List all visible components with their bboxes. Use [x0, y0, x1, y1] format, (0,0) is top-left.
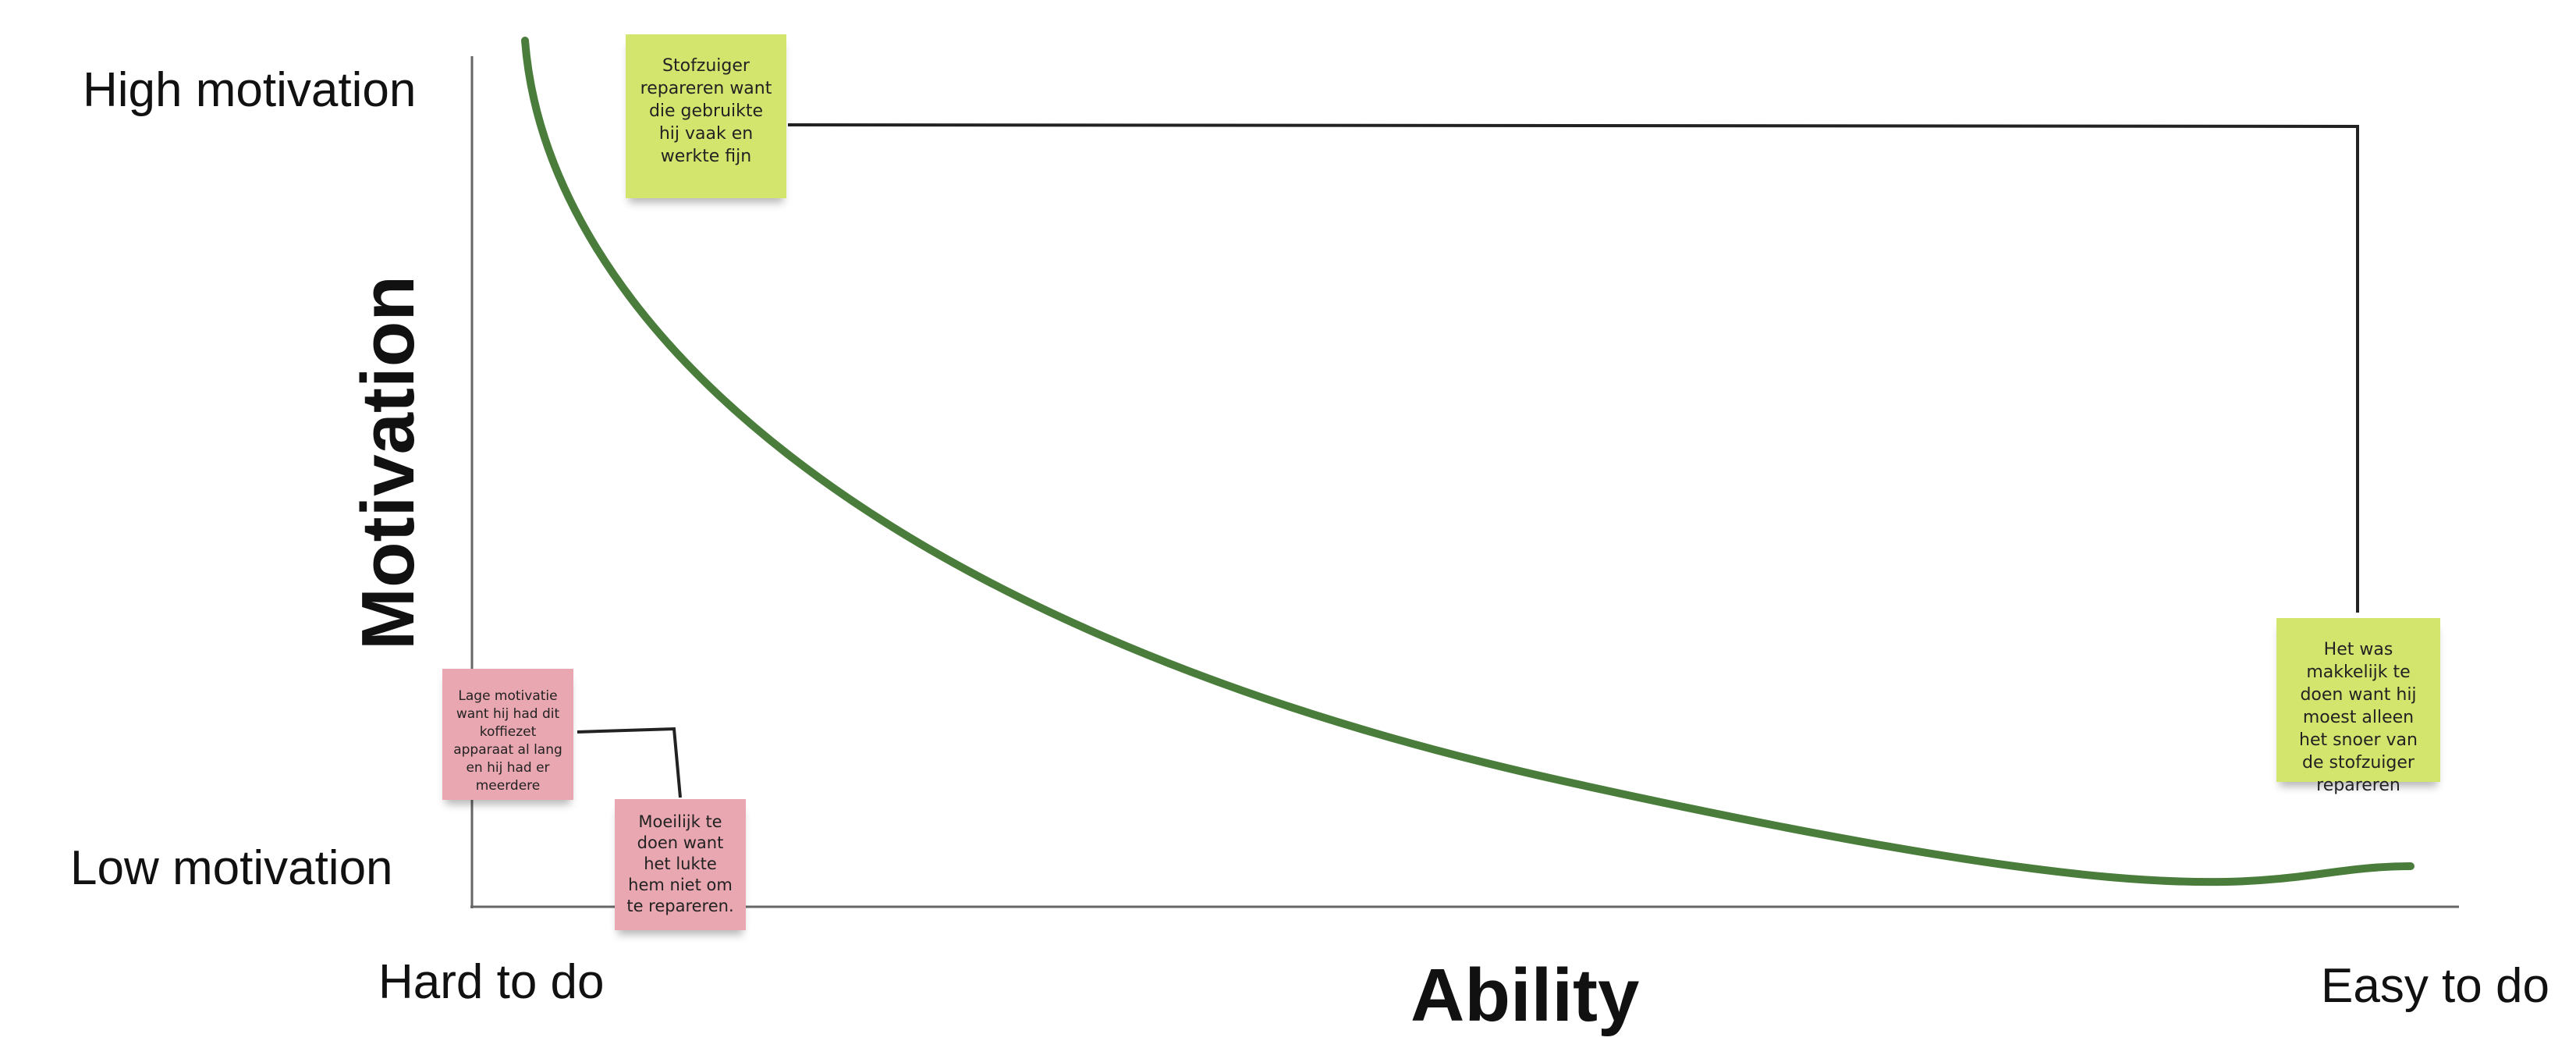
y-axis-title: Motivation	[346, 275, 430, 650]
action-line-curve	[521, 37, 2415, 886]
sticky-note-text: Moeilijk te doen want het lukte hem niet…	[626, 812, 734, 915]
x-high-label: Easy to do	[2321, 959, 2549, 1013]
sticky-note-text: Stofzuiger repareren want die gebruikte …	[640, 56, 772, 166]
x-axis-title: Ability	[1410, 954, 1640, 1037]
sticky-note-text: Het was makkelijk te doen want hij moest…	[2299, 640, 2418, 795]
y-high-label: High motivation	[83, 63, 417, 117]
sticky-note-green-top[interactable]: Stofzuiger repareren want die gebruikte …	[626, 34, 786, 198]
connector-green	[787, 123, 2359, 613]
x-low-label: Hard to do	[378, 955, 605, 1009]
sticky-note-text: Lage motivatie want hij had dit koffieze…	[453, 688, 562, 794]
y-low-label: Low motivation	[70, 841, 393, 895]
sticky-note-pink-bottom[interactable]: Moeilijk te doen want het lukte hem niet…	[615, 799, 746, 930]
sticky-note-green-right[interactable]: Het was makkelijk te doen want hij moest…	[2276, 618, 2440, 795]
sticky-note-pink-left[interactable]: Lage motivatie want hij had dit koffieze…	[442, 669, 573, 800]
connector-pink	[577, 727, 682, 798]
